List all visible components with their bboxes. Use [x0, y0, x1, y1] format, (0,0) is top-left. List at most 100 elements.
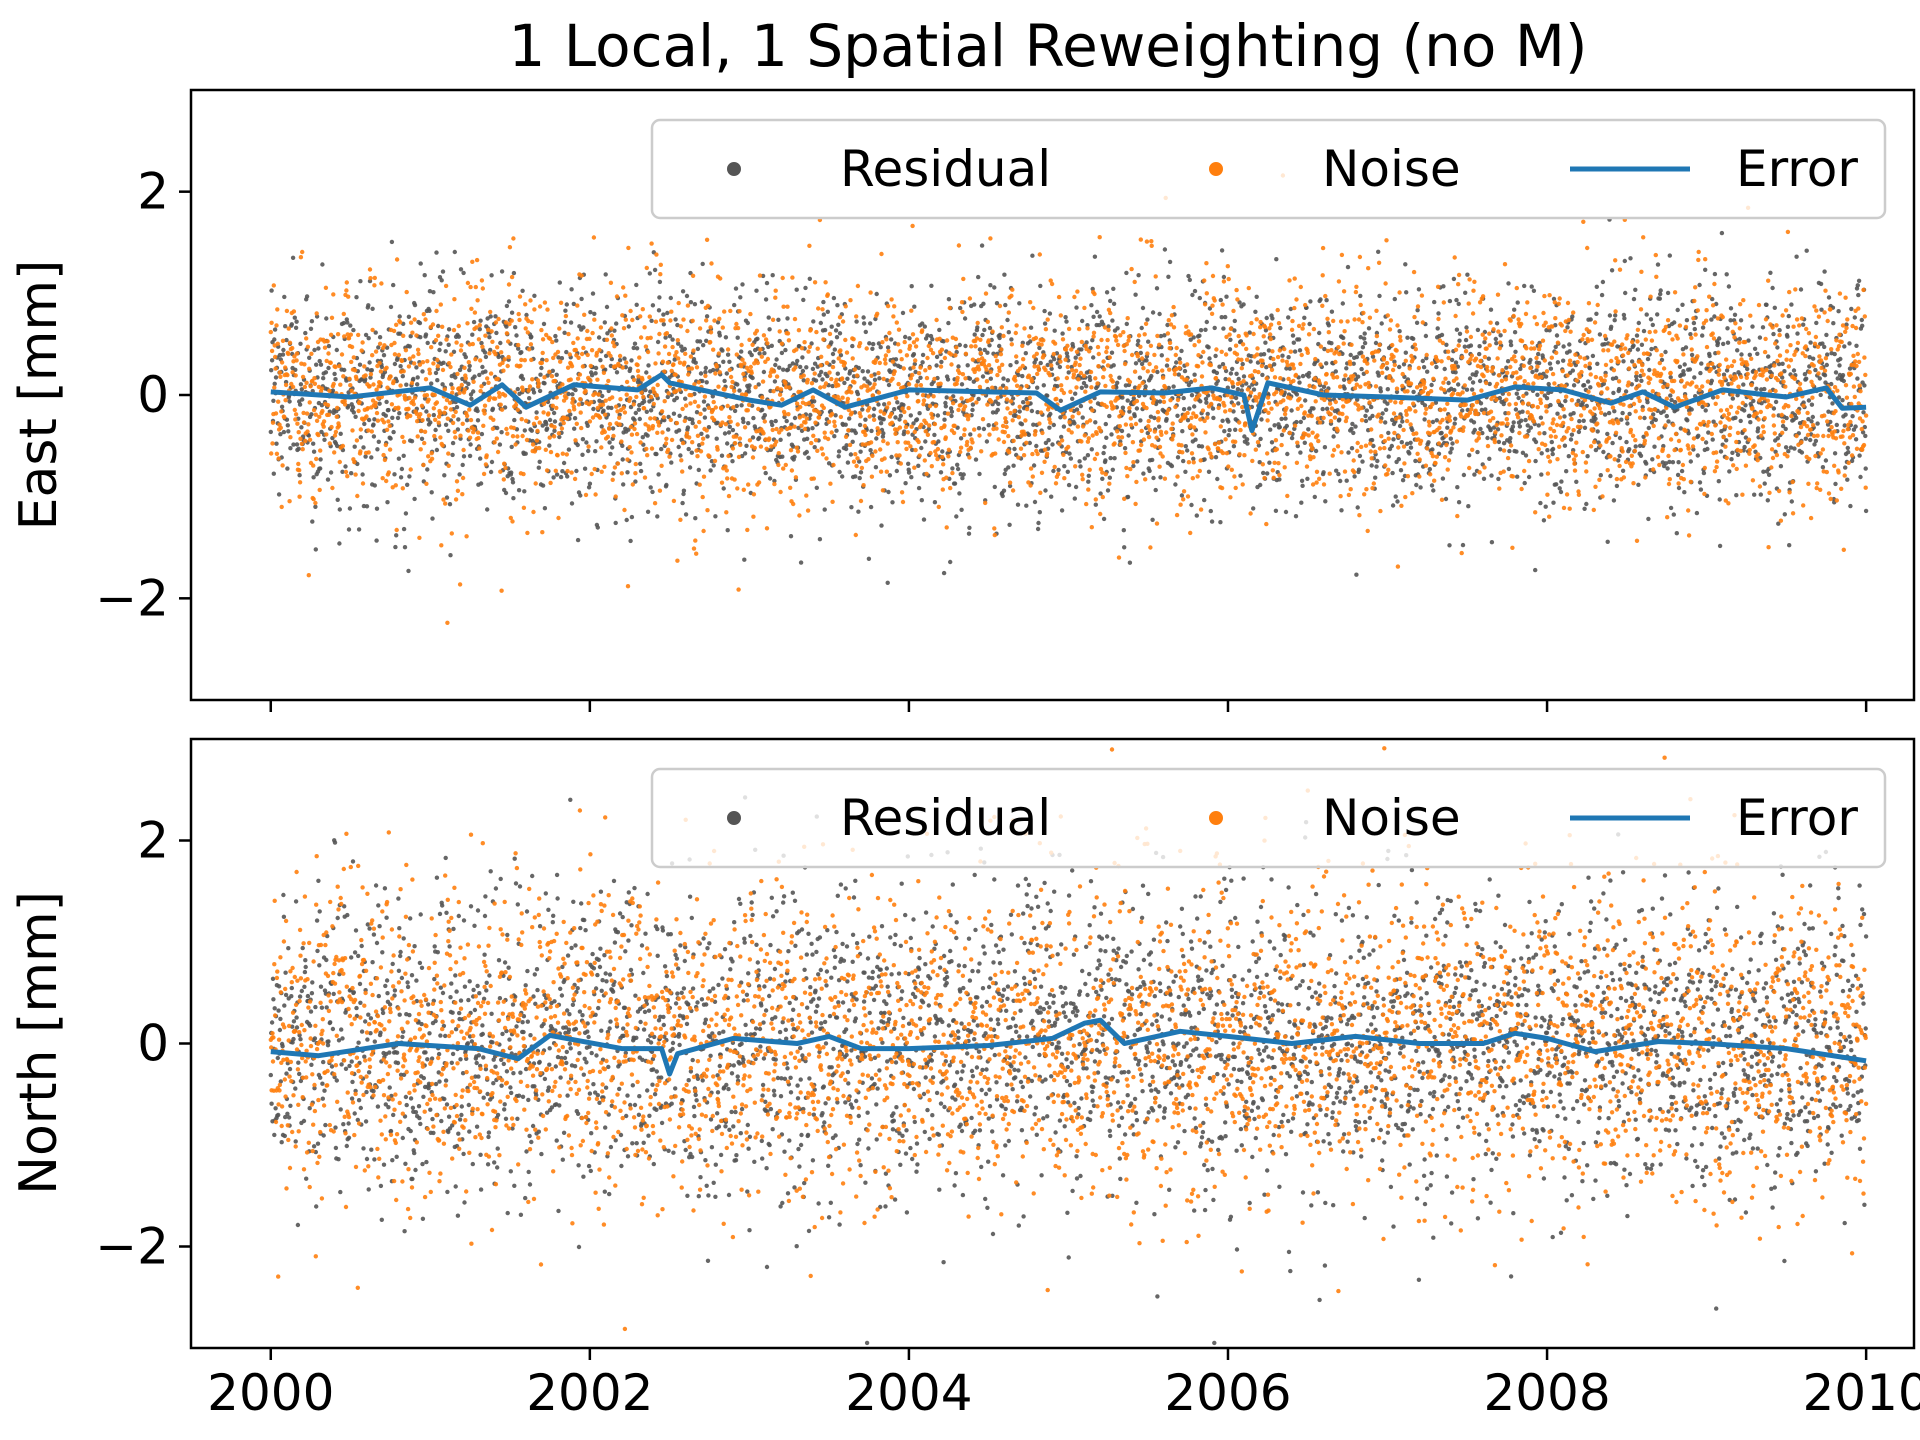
east-residual-point [1280, 353, 1285, 358]
east-noise-point [617, 422, 622, 427]
east-residual-point [433, 437, 438, 442]
east-residual-point [1445, 425, 1450, 430]
east-noise-point [468, 284, 473, 290]
east-noise-point [534, 415, 539, 421]
east-residual-point [1403, 262, 1408, 267]
east-noise-point [792, 424, 797, 429]
east-noise-point [854, 463, 859, 469]
east-residual-point [1526, 474, 1532, 480]
east-residual-point [371, 422, 376, 427]
east-residual-point [299, 387, 304, 392]
east-residual-point [1545, 448, 1550, 453]
east-noise-point [625, 584, 631, 589]
east-residual-point [806, 455, 811, 460]
east-residual-point [1477, 378, 1483, 384]
east-residual-point [1689, 352, 1695, 358]
east-residual-point [351, 410, 356, 415]
east-residual-point [903, 334, 908, 340]
east-noise-point [759, 354, 764, 359]
east-residual-point [785, 316, 790, 321]
east-noise-point [826, 436, 831, 442]
east-residual-point [1193, 437, 1198, 442]
east-noise-point [517, 294, 523, 299]
east-residual-point [346, 527, 352, 532]
east-noise-point [780, 275, 785, 281]
east-noise-point [742, 377, 747, 382]
east-residual-point [1456, 500, 1462, 505]
east-residual-point [446, 327, 452, 332]
east-noise-point [293, 417, 298, 422]
east-residual-point [702, 407, 707, 412]
east-residual-point [1302, 315, 1307, 320]
east-residual-point [732, 408, 738, 414]
east-residual-point [788, 534, 794, 539]
east-noise-point [490, 339, 495, 344]
east-residual-point [504, 324, 509, 329]
east-noise-point [453, 409, 458, 415]
east-residual-point [858, 470, 864, 475]
east-residual-point [1508, 436, 1513, 441]
east-noise-point [335, 332, 341, 337]
east-noise-point [666, 351, 672, 357]
east-noise-point [303, 438, 308, 444]
east-residual-point [1133, 361, 1139, 366]
east-noise-point [677, 360, 683, 365]
east-noise-point [761, 333, 767, 338]
east-noise-point [610, 477, 615, 482]
east-noise-point [453, 497, 459, 502]
east-noise-point [732, 441, 738, 446]
east-noise-point [480, 344, 485, 349]
east-residual-point [1359, 366, 1364, 372]
east-residual-point [672, 357, 677, 362]
east-noise-point [624, 379, 630, 385]
east-noise-point [461, 447, 466, 453]
east-residual-point [942, 417, 947, 422]
east-residual-point [945, 377, 951, 382]
east-residual-point [881, 417, 886, 422]
east-residual-point [962, 316, 968, 321]
east-noise-point [771, 389, 776, 394]
east-residual-point [1136, 338, 1141, 344]
east-noise-point [765, 341, 770, 346]
east-residual-point [1107, 475, 1113, 480]
east-noise-point [537, 420, 542, 425]
east-residual-point [1847, 341, 1852, 346]
east-residual-point [1238, 473, 1243, 478]
east-noise-point [608, 353, 613, 359]
east-noise-point [399, 358, 405, 364]
east-residual-point [804, 449, 809, 455]
east-residual-point [1696, 433, 1701, 438]
east-noise-point [781, 304, 786, 309]
east-residual-point [778, 437, 783, 442]
east-residual-point [1146, 339, 1151, 344]
east-noise-point [853, 452, 858, 457]
east-residual-point [366, 417, 372, 423]
east-residual-point [1002, 272, 1007, 277]
east-residual-point [591, 406, 596, 412]
east-residual-point [1021, 400, 1026, 405]
east-residual-point [320, 262, 325, 267]
east-noise-point [813, 420, 818, 425]
east-noise-point [481, 471, 487, 477]
east-noise-point [292, 407, 297, 413]
east-noise-point [285, 372, 290, 378]
east-residual-point [1778, 464, 1784, 469]
east-noise-point [475, 298, 480, 303]
east-residual-point [1115, 380, 1120, 385]
east-residual-point [667, 334, 673, 339]
east-noise-point [410, 330, 415, 335]
east-residual-point [1466, 504, 1471, 509]
east-noise-point [795, 401, 800, 406]
east-residual-point [1203, 327, 1208, 332]
east-residual-point [640, 435, 645, 440]
east-noise-point [653, 361, 658, 366]
east-residual-point [542, 381, 547, 386]
east-noise-point [799, 423, 804, 428]
east-residual-point [1798, 287, 1804, 292]
east-residual-point [1065, 469, 1071, 474]
east-residual-point [853, 430, 858, 436]
east-noise-point [629, 450, 634, 455]
east-residual-point [1186, 273, 1191, 279]
east-residual-point [644, 409, 649, 414]
east-noise-point [758, 347, 763, 352]
